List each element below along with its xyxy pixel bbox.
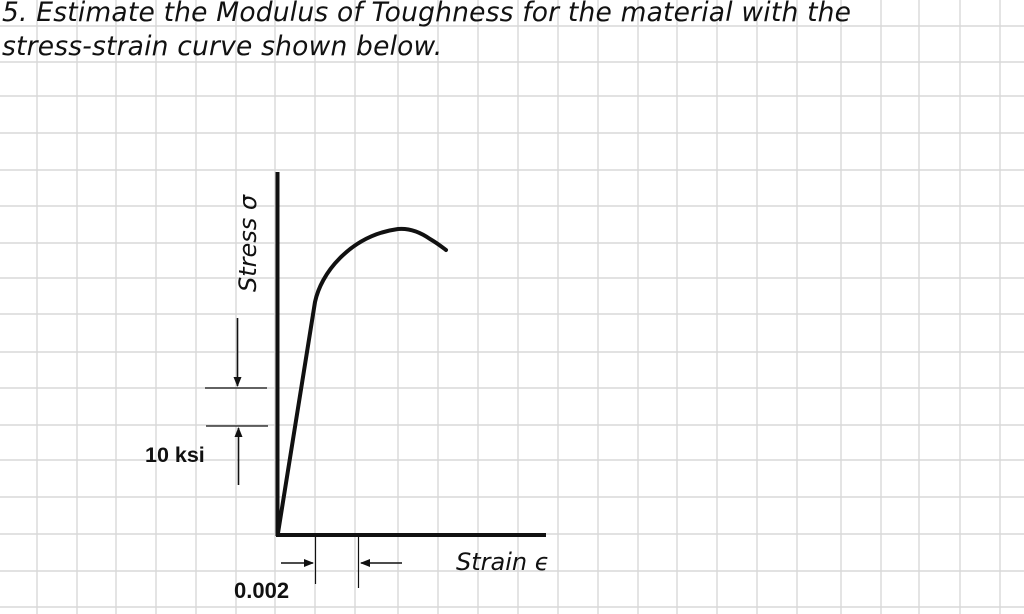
stress-increment-label: 10 ksi (145, 443, 205, 467)
question-line-1: 5. Estimate the Modulus of Toughness for… (2, 0, 852, 28)
x-axis-label: Strain ϵ (456, 548, 550, 576)
stress-strain-curve (276, 226, 448, 535)
question-text: 5. Estimate the Modulus of Toughness for… (2, 0, 851, 64)
question-line-2: stress-strain curve shown below. (2, 31, 443, 62)
y-axis-label: Stress σ (234, 194, 262, 292)
strain-increment-label: 0.002 (234, 578, 289, 603)
